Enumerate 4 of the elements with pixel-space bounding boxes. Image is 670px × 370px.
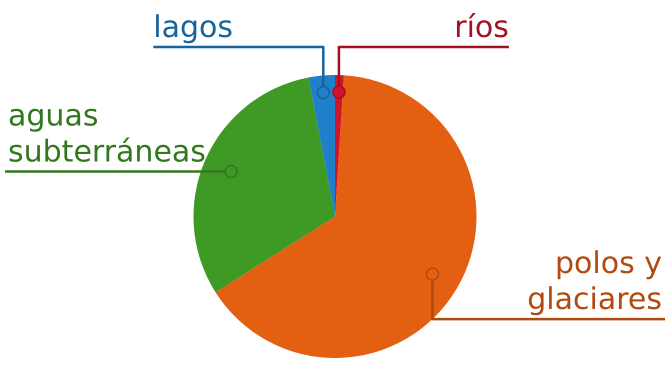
slice-label: lagos [153, 10, 234, 45]
slice-label: polos y glaciares [527, 246, 662, 318]
slice-label: ríos [454, 10, 509, 45]
slice-label: aguas subterráneas [8, 98, 206, 170]
